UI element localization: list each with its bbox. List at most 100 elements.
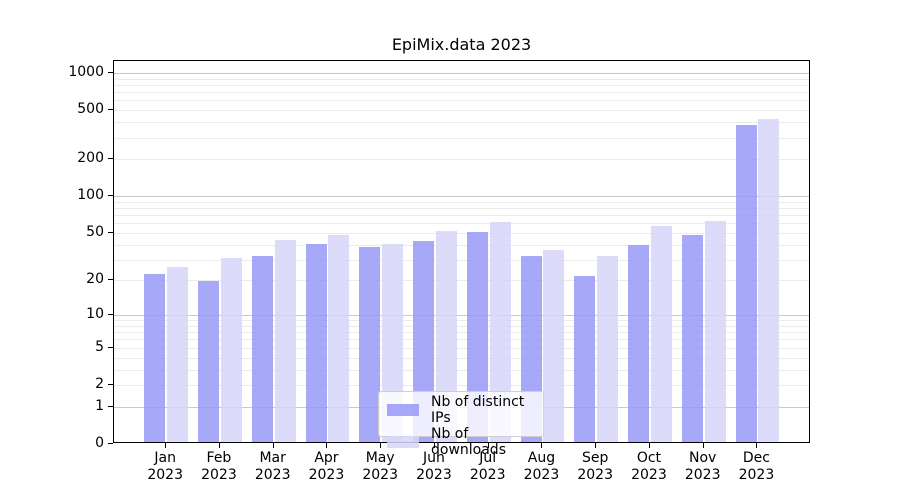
gridline-minor [114, 137, 809, 139]
bar-distinct-ips-oct [628, 245, 650, 442]
chart-title: EpiMix.data 2023 [391, 35, 532, 54]
y-tick-label: 100 [77, 187, 104, 204]
y-tick-mark [108, 195, 113, 197]
legend: Nb of distinct IPs Nb of downloads [378, 391, 544, 458]
x-tick-mark [487, 443, 489, 448]
gridline-major [114, 315, 809, 317]
x-tick-year: 2023 [738, 467, 775, 483]
gridline-minor [114, 208, 809, 209]
x-tick-mark [272, 443, 274, 448]
gridline-minor [114, 223, 809, 225]
bar-distinct-ips-may [359, 246, 381, 442]
gridline-minor [114, 159, 809, 161]
y-tick-mark [108, 71, 113, 73]
x-tick-month: Dec [742, 450, 770, 466]
y-tick-label: 20 [86, 271, 104, 288]
y-tick-mark [108, 405, 113, 407]
x-tick-mark [756, 443, 758, 448]
x-tick-year: 2023 [254, 467, 291, 483]
x-tick-mark [595, 443, 597, 448]
x-tick-label: Jul 2023 [448, 450, 528, 484]
y-tick-mark [108, 158, 113, 160]
bar-downloads-apr [328, 235, 350, 442]
x-tick-month: Jan [154, 450, 176, 466]
bar-downloads-jun [435, 230, 457, 442]
y-tick-mark [108, 346, 113, 348]
bar-distinct-ips-dec [735, 125, 757, 442]
bar-distinct-ips-jul [466, 231, 488, 442]
x-tick-label: Aug 2023 [501, 450, 581, 484]
y-tick-label: 500 [77, 101, 104, 118]
x-tick-mark [433, 443, 435, 448]
x-tick-month: Sep [581, 450, 609, 466]
x-tick-label: Apr 2023 [286, 450, 366, 484]
y-tick-label: 5 [95, 338, 104, 355]
gridline-minor [114, 92, 809, 94]
bar-downloads-mar [274, 240, 296, 442]
legend-item-downloads: Nb of downloads [379, 426, 543, 458]
bar-downloads-jan [167, 267, 189, 442]
legend-swatch-downloads [387, 436, 419, 448]
x-tick-year: 2023 [577, 467, 613, 483]
y-tick-label: 200 [77, 150, 104, 167]
x-tick-year: 2023 [416, 467, 452, 483]
x-tick-month: Nov [689, 450, 717, 466]
gridline-minor [114, 110, 809, 112]
x-tick-month: May [365, 450, 395, 466]
x-tick-month: Jun [423, 450, 445, 466]
bar-distinct-ips-sep [574, 276, 596, 442]
gridline-minor [114, 332, 809, 334]
x-tick-label: Oct 2023 [609, 450, 689, 484]
x-tick-year: 2023 [147, 467, 183, 483]
x-tick-year: 2023 [201, 467, 237, 483]
bar-downloads-dec [758, 118, 780, 442]
x-tick-year: 2023 [308, 467, 345, 483]
legend-swatch-distinct-ips [387, 404, 419, 416]
bar-distinct-ips-apr [305, 243, 327, 442]
x-tick-year: 2023 [362, 467, 398, 483]
x-tick-mark [702, 443, 704, 448]
x-tick-month: Oct [636, 450, 662, 466]
gridline-minor [114, 347, 809, 349]
y-tick-mark [108, 279, 113, 281]
x-tick-label: Nov 2023 [663, 450, 743, 484]
bar-downloads-oct [650, 225, 672, 442]
plot-area [113, 60, 810, 443]
x-tick-mark [648, 443, 650, 448]
gridline-minor [114, 84, 809, 86]
gridline-minor [114, 320, 809, 322]
gridline-minor [114, 244, 809, 246]
gridline-minor [114, 339, 809, 341]
x-tick-mark [380, 443, 382, 448]
bar-downloads-jul [489, 222, 511, 442]
gridline-minor [114, 326, 809, 327]
y-tick-mark [108, 443, 113, 444]
x-tick-month: Apr [314, 450, 339, 466]
y-tick-mark [108, 109, 113, 111]
legend-label-downloads: Nb of downloads [431, 426, 506, 458]
y-tick-mark [108, 384, 113, 385]
y-tick-mark [108, 314, 113, 316]
gridline-minor [114, 369, 809, 371]
legend-item-distinct-ips: Nb of distinct IPs [379, 394, 543, 426]
x-tick-label: Dec 2023 [716, 450, 796, 484]
gridline-minor [114, 280, 809, 282]
bar-distinct-ips-feb [198, 281, 220, 442]
x-tick-label: Sep 2023 [555, 450, 635, 484]
bar-distinct-ips-mar [251, 255, 273, 442]
x-tick-mark [165, 443, 167, 448]
y-tick-label: 0 [95, 435, 104, 451]
gridline-major [114, 72, 809, 74]
gridline-minor [114, 385, 809, 386]
legend-label-distinct-ips: Nb of distinct IPs [431, 394, 525, 426]
y-tick-label: 1 [95, 397, 104, 414]
y-tick-label: 2 [95, 376, 104, 392]
x-tick-month: Mar [259, 450, 286, 466]
x-tick-label: Jan 2023 [125, 450, 205, 484]
gridline-minor [114, 122, 809, 124]
gridline-minor [114, 100, 809, 102]
x-tick-label: Jun 2023 [394, 450, 474, 484]
gridline-minor [114, 201, 809, 203]
x-tick-label: May 2023 [340, 450, 420, 484]
